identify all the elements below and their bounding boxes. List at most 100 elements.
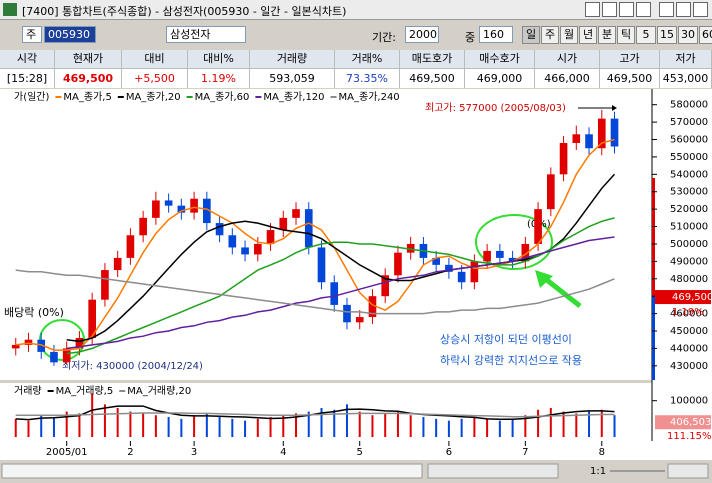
- axis-panel: [652, 89, 712, 441]
- interval-button[interactable]: 월: [560, 26, 578, 44]
- change-label: 1.19%: [672, 307, 704, 318]
- zoom-field[interactable]: 160: [479, 26, 513, 43]
- quote-header: 거래%: [335, 50, 399, 69]
- candle-body: [368, 296, 377, 318]
- scroll-controls[interactable]: [427, 463, 559, 479]
- x-axis-panel: [0, 441, 712, 460]
- candle-body: [113, 257, 122, 271]
- quote-value: 593,059: [269, 72, 315, 85]
- price-tag-label: 469,500: [672, 292, 712, 303]
- x-tick-label: 5: [357, 447, 363, 458]
- volume-bar: [562, 411, 565, 437]
- candle-body: [279, 217, 288, 231]
- y-tick-label: 460000: [670, 309, 708, 320]
- candle-body: [432, 257, 440, 265]
- quote-value: +5,500: [134, 72, 175, 85]
- volume-bar: [396, 411, 399, 437]
- volume-bar: [154, 415, 157, 437]
- volume-bar: [205, 413, 208, 437]
- arrow: [541, 275, 582, 308]
- quote-value: 469,000: [476, 72, 523, 85]
- interval-button[interactable]: 5: [636, 26, 656, 44]
- candle-body: [152, 200, 160, 218]
- quote-value: 1.19%: [201, 72, 236, 85]
- volume-bar: [116, 407, 119, 437]
- btn[interactable]: [659, 2, 674, 17]
- btn[interactable]: [693, 2, 708, 17]
- quote-header: 저가: [660, 50, 711, 69]
- quote-header: 거래량: [250, 50, 334, 69]
- candle-body: [483, 250, 491, 262]
- volume-bar: [600, 409, 603, 437]
- ma-line: [15, 412, 615, 418]
- interval-button[interactable]: 분: [598, 26, 616, 44]
- btn[interactable]: [676, 2, 691, 17]
- y-tick-label: 540000: [670, 169, 708, 180]
- y-tick-label: 550000: [670, 152, 708, 163]
- volume-bar: [575, 413, 578, 437]
- price-tag: [655, 290, 711, 305]
- quote-column: 거래% 73.35%: [335, 50, 400, 88]
- quote-column: 거래량 593,059: [250, 50, 335, 88]
- code-field[interactable]: 005930: [44, 26, 96, 43]
- volume-bar: [537, 409, 540, 437]
- y-tick-label: 580000: [670, 100, 708, 111]
- period-field[interactable]: 2000: [405, 26, 439, 43]
- volume-bar: [358, 411, 361, 437]
- volume-bar: [613, 415, 616, 437]
- volume-bar: [65, 411, 68, 437]
- candle-body: [139, 217, 147, 236]
- volume-bar: [27, 420, 30, 437]
- candle-body: [457, 271, 466, 283]
- quote-header: 매도호가: [400, 50, 464, 69]
- quote-column: 매도호가 469,500: [400, 50, 465, 88]
- interval-button[interactable]: 60: [699, 26, 712, 44]
- name-field[interactable]: 삼성전자: [166, 26, 246, 43]
- candle-body: [215, 223, 224, 236]
- candle-body: [266, 230, 275, 244]
- candle-body: [304, 209, 313, 248]
- legend-entry: MA_종가,60: [195, 91, 250, 103]
- interval-button[interactable]: 30: [678, 26, 698, 44]
- volume-bar: [14, 418, 17, 437]
- ratio[interactable]: 1:1: [590, 466, 606, 477]
- quote-value: 453,000: [662, 72, 709, 85]
- candle-body: [75, 337, 84, 349]
- x-tick-label: 3: [191, 447, 197, 458]
- market-field[interactable]: 주: [22, 26, 42, 43]
- btn[interactable]: [602, 2, 617, 17]
- interval-button[interactable]: 15: [657, 26, 677, 44]
- quote-column: 현재가 469,500: [55, 50, 122, 88]
- candle-body: [228, 235, 237, 248]
- volume-bar: [333, 409, 336, 437]
- y-tick-label: 480000: [670, 274, 708, 285]
- interval-button[interactable]: 틱: [617, 26, 635, 44]
- quote-header: 고가: [600, 50, 659, 69]
- quote-value: 466,000: [544, 72, 590, 85]
- interval-button[interactable]: 주: [541, 26, 559, 44]
- highlight: [475, 214, 553, 270]
- price-range-bar: [652, 296, 655, 380]
- quote-header: 시각: [0, 50, 54, 69]
- quote-table: 시각 [15:28] 현재가 469,500 대비 +5,500 대비% 1.19% 거래량 59…: [0, 50, 712, 88]
- candle-body: [37, 339, 46, 352]
- candle-body: [572, 134, 581, 143]
- btn[interactable]: [585, 2, 600, 17]
- interval-button[interactable]: 년: [579, 26, 597, 44]
- volume-bar: [384, 413, 387, 437]
- candle-body: [597, 118, 606, 149]
- y-tick-label: 520000: [670, 204, 708, 215]
- ma-line: [66, 217, 615, 355]
- quote-column: 대비% 1.19%: [188, 50, 250, 88]
- arrow-head: [535, 270, 553, 288]
- scroll-buttons[interactable]: [667, 463, 709, 479]
- btn[interactable]: [619, 2, 634, 17]
- btn[interactable]: [636, 2, 651, 17]
- scroll-track[interactable]: [1, 463, 423, 479]
- quote-column: 대비 +5,500: [122, 50, 188, 88]
- volume-ratio: 111.15%: [667, 431, 712, 442]
- zoom-label: 중: [465, 31, 476, 44]
- volume-bar: [142, 413, 145, 437]
- interval-button[interactable]: 일: [522, 26, 540, 44]
